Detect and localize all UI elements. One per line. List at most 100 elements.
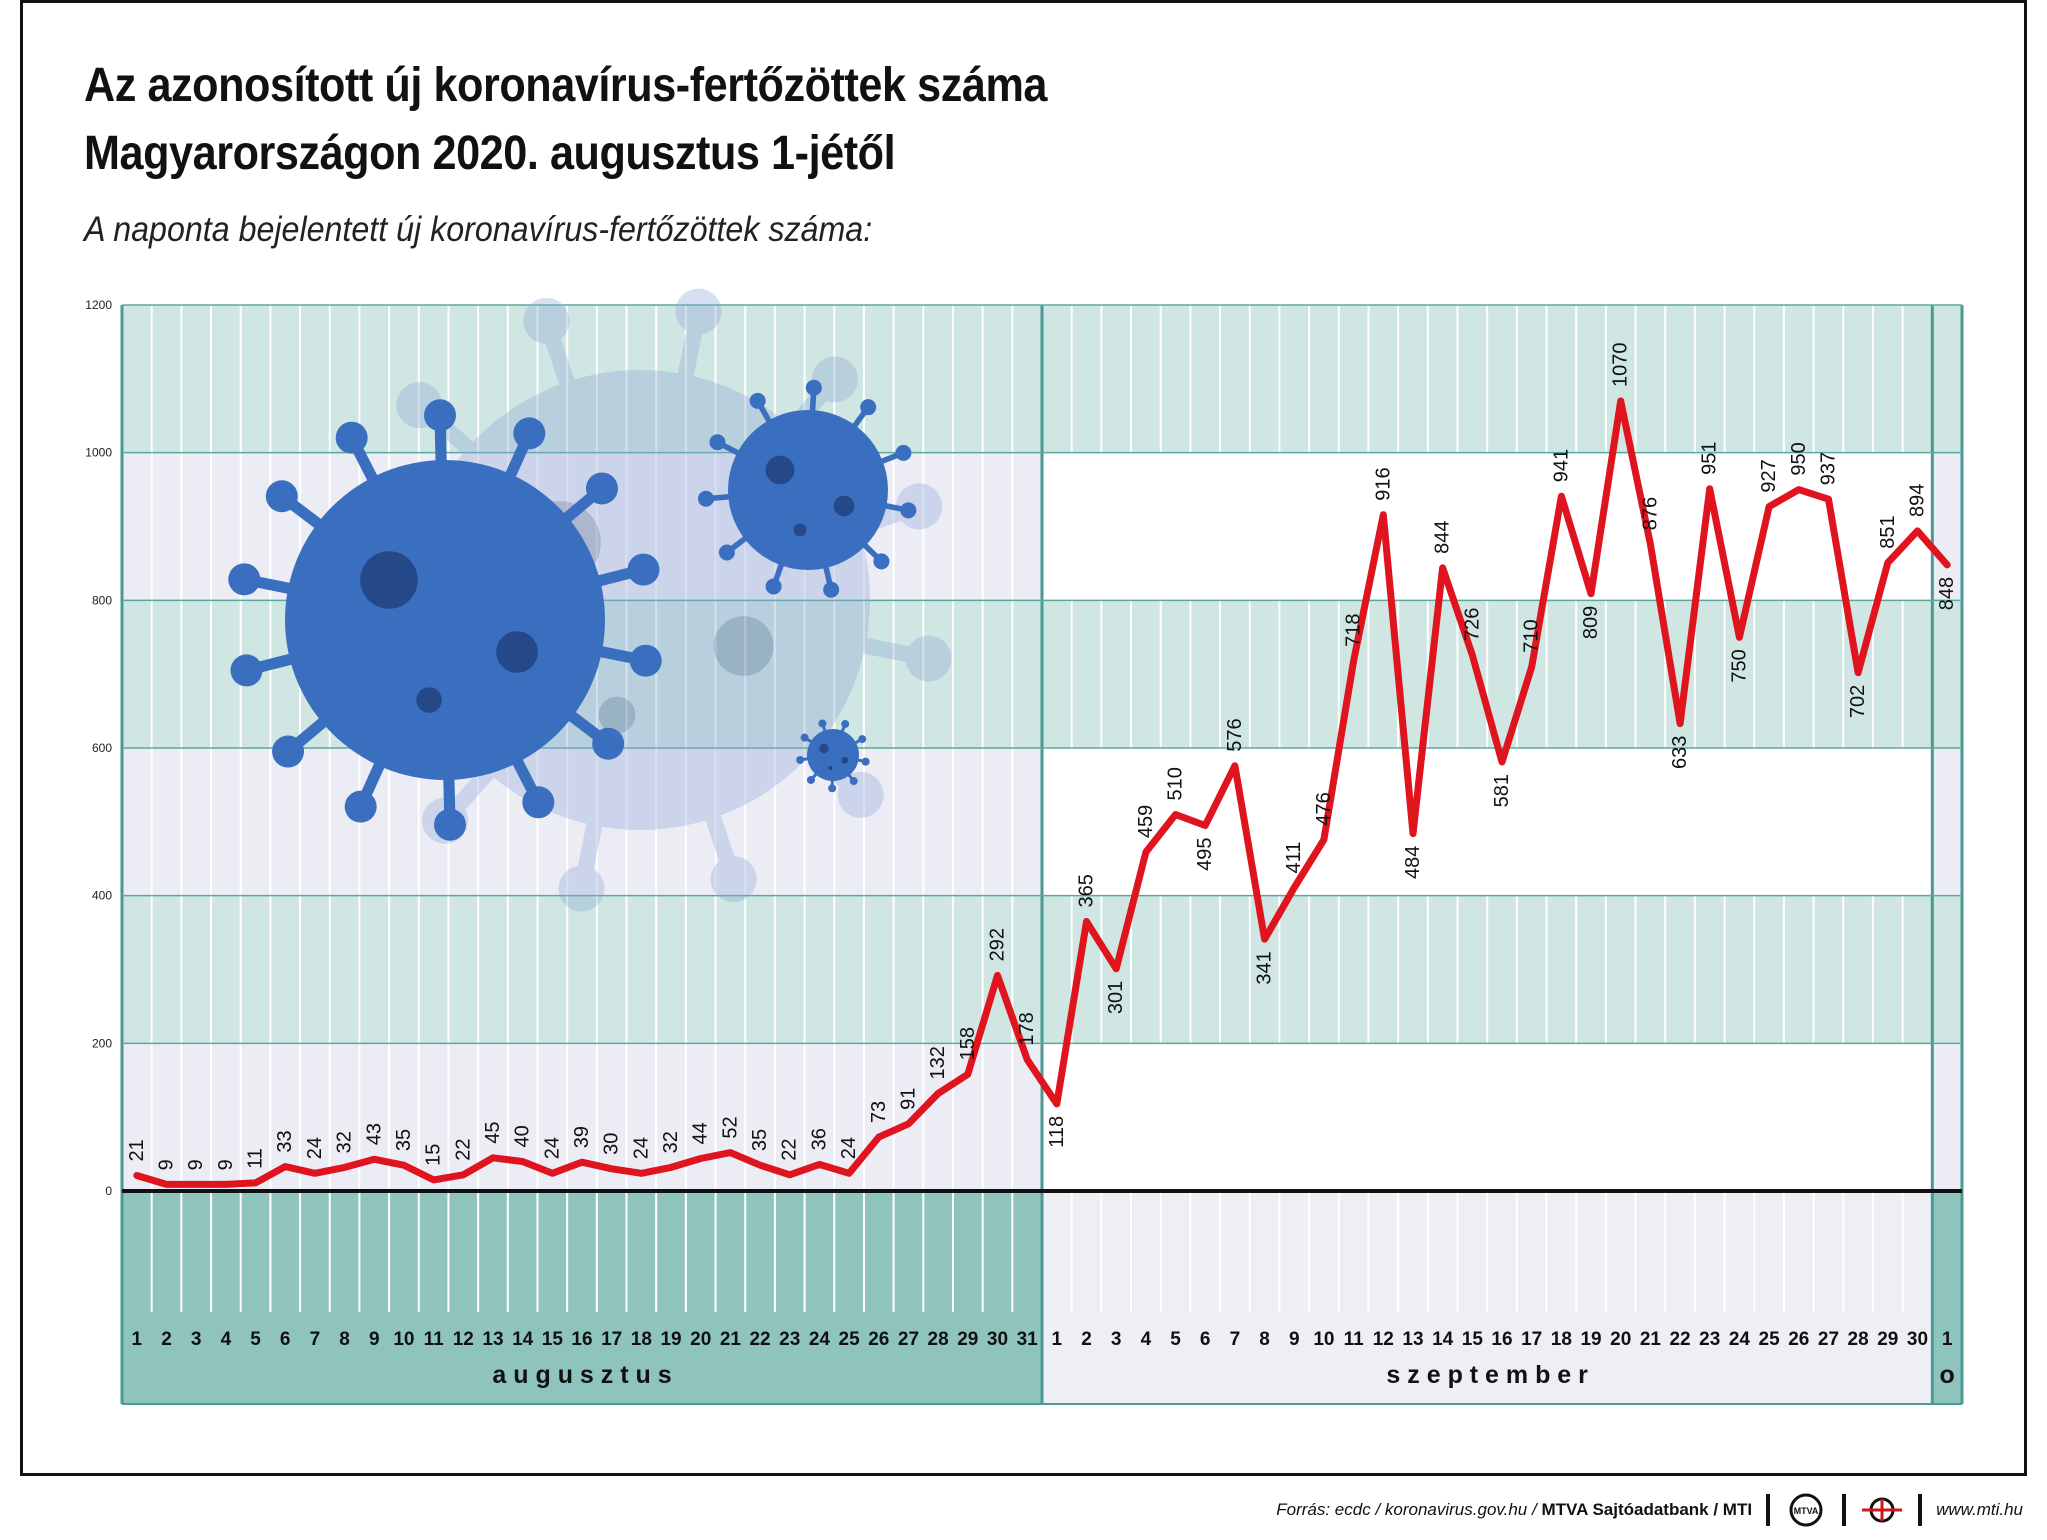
data-point <box>401 1163 406 1168</box>
x-tick-label: 13 <box>1402 1329 1423 1350</box>
data-label: 726 <box>1461 608 1483 641</box>
data-label: 132 <box>927 1046 949 1079</box>
data-point <box>1054 1101 1059 1106</box>
data-label: 876 <box>1639 497 1661 530</box>
x-tick-label: 15 <box>542 1329 564 1350</box>
chart-band <box>122 305 1042 453</box>
virus-spot <box>765 455 795 485</box>
data-line <box>133 397 1951 1188</box>
virus-body <box>728 410 888 570</box>
footer-divider <box>1842 1494 1847 1526</box>
data-point <box>669 1165 674 1170</box>
x-tick-label: 1 <box>132 1329 143 1350</box>
virus-spike-tip <box>841 720 850 729</box>
data-point <box>1885 560 1890 565</box>
data-label: 510 <box>1165 767 1187 800</box>
x-tick-label: 1 <box>1052 1329 1063 1350</box>
x-tick-label: 10 <box>1313 1329 1334 1350</box>
x-tick-label: 3 <box>1111 1329 1122 1350</box>
x-tick-label: 24 <box>809 1329 831 1350</box>
data-label: 301 <box>1105 981 1127 1014</box>
x-tick-label: 11 <box>424 1329 445 1350</box>
data-label: 459 <box>1135 805 1157 838</box>
x-tick-label: 30 <box>987 1329 1008 1350</box>
data-label: 941 <box>1550 449 1572 482</box>
virus-spike-tip <box>849 777 858 786</box>
virus-spike-tip <box>228 563 261 596</box>
x-tick-label: 14 <box>512 1329 534 1350</box>
virus-spike-tip <box>858 735 867 744</box>
chart-subtitle: A naponta bejelentett új koronavírus-fer… <box>84 210 873 249</box>
virus-spike-tip <box>344 790 377 823</box>
chart-band <box>1932 305 1962 453</box>
data-point <box>1025 1057 1030 1062</box>
data-label: 24 <box>541 1137 563 1159</box>
x-tick-label: 27 <box>898 1329 919 1350</box>
virus-spike <box>841 633 931 667</box>
virus-spike-tip <box>905 635 952 682</box>
virus-spike-tip <box>513 417 546 450</box>
data-label: 32 <box>660 1131 682 1153</box>
data-label: 91 <box>897 1088 919 1110</box>
virus-spike-tip <box>710 856 757 903</box>
x-tick-label: 15 <box>1462 1329 1484 1350</box>
virus-spike-tip <box>718 544 735 561</box>
x-tick-label: 22 <box>1669 1329 1690 1350</box>
virus-spike-tip <box>272 735 305 768</box>
data-label: 39 <box>571 1126 593 1148</box>
virus-spot <box>496 631 538 673</box>
x-tick-label: 6 <box>280 1329 291 1350</box>
website-link[interactable]: www.mti.hu <box>1936 1500 2023 1519</box>
virus-shape <box>228 399 662 841</box>
data-label: 178 <box>1016 1012 1038 1045</box>
x-tick-label: 26 <box>1788 1329 1809 1350</box>
x-tick-label: 25 <box>1759 1329 1781 1350</box>
data-point <box>431 1177 436 1182</box>
data-point <box>1618 398 1623 403</box>
data-label: 52 <box>719 1116 741 1138</box>
data-point <box>1737 635 1742 640</box>
data-label: 40 <box>512 1125 534 1147</box>
data-label: 411 <box>1283 842 1305 874</box>
x-tick-label: 4 <box>1141 1329 1152 1350</box>
x-tick-label: 28 <box>1848 1329 1869 1350</box>
virus-spike-tip <box>592 727 625 760</box>
data-point <box>1767 504 1772 509</box>
x-tick-label: 9 <box>1289 1329 1300 1350</box>
virus-spot <box>793 523 807 537</box>
x-tick-label: 24 <box>1729 1329 1751 1350</box>
x-tick-label: 5 <box>250 1329 261 1350</box>
virus-shape <box>697 379 917 598</box>
data-label: 9 <box>185 1159 207 1170</box>
virus-spot <box>833 495 855 517</box>
x-tick-label: 9 <box>369 1329 380 1350</box>
virus-spot <box>819 743 829 754</box>
virus-spike-tip <box>806 775 815 784</box>
data-point <box>698 1156 703 1161</box>
data-point <box>194 1182 199 1187</box>
x-tick-label: 7 <box>310 1329 321 1350</box>
virus-spike-tip <box>627 553 660 586</box>
footer: Forrás: ecdc / koronavirus.gov.hu / MTVA… <box>1276 1490 2023 1530</box>
virus-spike <box>573 801 607 891</box>
x-tick-label: 17 <box>1521 1329 1542 1350</box>
virus-spike-tip <box>675 288 722 335</box>
data-point <box>283 1164 288 1169</box>
chart-band <box>1932 600 1962 748</box>
data-point <box>461 1172 466 1177</box>
virus-spike-tip <box>523 297 570 344</box>
virus-spike-tip <box>765 578 782 595</box>
data-label: 24 <box>630 1137 652 1159</box>
virus-spot <box>828 765 833 771</box>
source-text: Forrás: ecdc / koronavirus.gov.hu / MTVA… <box>1276 1500 1753 1519</box>
x-tick-label: 1 <box>1942 1329 1953 1350</box>
virus-spike <box>673 309 707 399</box>
virus-spot <box>713 616 774 676</box>
y-tick-label: 0 <box>105 1184 112 1198</box>
virus-spike-tip <box>800 733 809 742</box>
virus-spot <box>841 756 849 764</box>
data-point <box>1203 823 1208 828</box>
data-point <box>1945 562 1950 567</box>
month-label: o <box>1940 1361 1955 1389</box>
chart-band <box>1932 748 1962 896</box>
